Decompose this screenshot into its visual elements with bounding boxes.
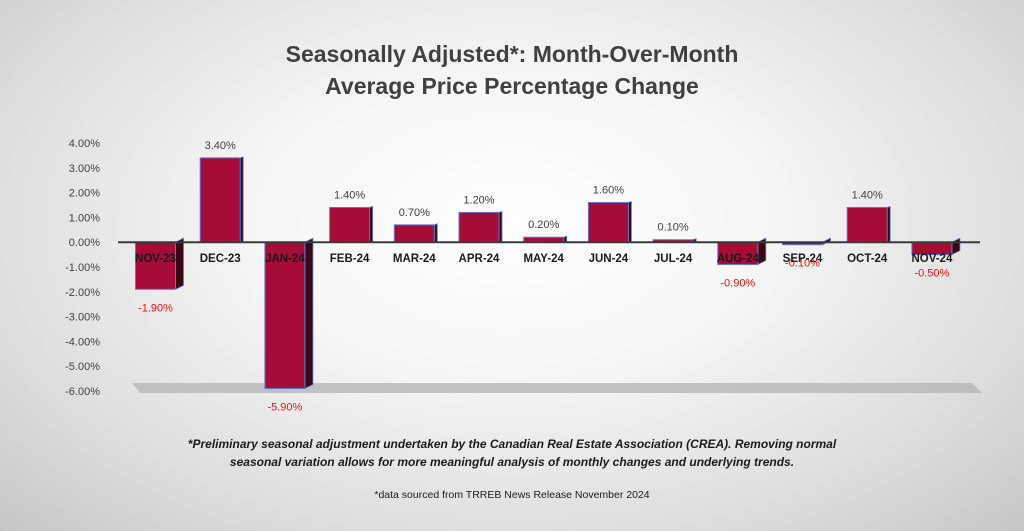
- bar: [587, 200, 632, 243]
- bar: [264, 237, 314, 390]
- bar: [135, 237, 184, 290]
- bar-front: [393, 224, 435, 243]
- bar-front: [135, 241, 176, 290]
- y-tick-label: -2.00%: [65, 287, 100, 299]
- y-tick-label: -3.00%: [65, 312, 100, 324]
- bar-side: [304, 237, 314, 390]
- bar: [393, 223, 438, 243]
- chart-title-line-1: Seasonally Adjusted*: Month-Over-Month: [285, 41, 739, 67]
- data-label: 0.70%: [399, 207, 430, 219]
- y-tick-label: 3.00%: [69, 163, 100, 175]
- x-tick-label: SEP-24: [783, 253, 823, 265]
- x-tick-label: APR-24: [459, 253, 501, 265]
- data-label: -0.10%: [785, 258, 820, 270]
- x-tick-label: FEB-24: [330, 253, 370, 265]
- footnote-line-1: *Preliminary seasonal adjustment underta…: [187, 437, 837, 451]
- y-tick-label: 2.00%: [69, 188, 100, 200]
- x-tick-label: NOV-23: [135, 253, 176, 265]
- y-tick-label: 1.00%: [69, 212, 100, 224]
- x-tick-label: JUN-24: [589, 253, 629, 265]
- chart-floor: [132, 383, 982, 393]
- data-label: 1.40%: [334, 189, 365, 201]
- bar: [846, 205, 891, 243]
- y-tick-label: 0.00%: [69, 237, 100, 249]
- y-tick-label: -5.00%: [65, 361, 100, 373]
- data-label: 3.40%: [205, 140, 236, 152]
- x-tick-label: JAN-24: [265, 253, 305, 265]
- bar: [458, 210, 503, 243]
- chart-title-line-2: Average Price Percentage Change: [325, 73, 699, 99]
- footnote: *Preliminary seasonal adjustment underta…: [0, 435, 1024, 471]
- y-tick-label: 4.00%: [69, 138, 100, 150]
- bar-front: [587, 202, 629, 243]
- source-note: *data sourced from TRREB News Release No…: [374, 489, 650, 501]
- y-tick-label: -6.00%: [65, 386, 100, 398]
- data-label: -0.90%: [720, 278, 755, 290]
- bar: [329, 205, 374, 243]
- bar-front: [458, 211, 500, 243]
- x-tick-label: NOV-24: [911, 253, 953, 265]
- bar: [911, 237, 961, 256]
- x-tick-label: DEC-23: [200, 253, 241, 265]
- data-label: 1.20%: [463, 194, 494, 206]
- x-tick-label: OCT-24: [847, 253, 888, 265]
- x-tick-label: AUG-24: [717, 253, 760, 265]
- bar-side: [175, 237, 184, 290]
- data-label: -0.50%: [914, 268, 949, 280]
- bar-side: [951, 237, 961, 256]
- y-tick-label: -4.00%: [65, 336, 100, 348]
- bar-front: [199, 157, 241, 243]
- data-label: -5.90%: [267, 402, 302, 414]
- data-label: 0.10%: [657, 222, 688, 234]
- data-label: 1.60%: [593, 185, 624, 197]
- footnote-line-2: seasonal variation allows for more meani…: [229, 455, 795, 469]
- bar-front: [846, 206, 888, 243]
- data-label: 1.40%: [852, 189, 883, 201]
- x-tick-label: MAY-24: [523, 253, 564, 265]
- bar-front: [264, 241, 306, 390]
- data-label: 0.20%: [528, 219, 559, 231]
- bar: [199, 156, 244, 243]
- chart-title: Seasonally Adjusted*: Month-Over-Month A…: [0, 38, 1024, 102]
- y-tick-label: -1.00%: [65, 262, 100, 274]
- bar-front: [329, 206, 371, 243]
- x-tick-label: MAR-24: [393, 253, 436, 265]
- x-tick-label: JUL-24: [654, 253, 693, 265]
- data-label: -1.90%: [138, 302, 173, 314]
